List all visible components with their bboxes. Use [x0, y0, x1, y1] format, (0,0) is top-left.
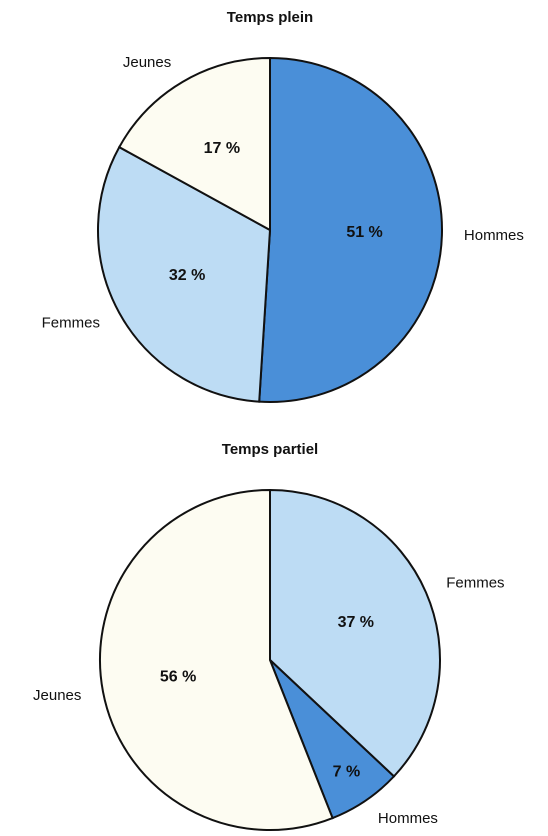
data-label: 56 %	[160, 669, 196, 686]
category-label: Femmes	[42, 314, 100, 331]
data-label: 51 %	[346, 224, 382, 241]
pie-slice	[269, 488, 441, 778]
category-label: Hommes	[378, 810, 438, 827]
data-label: 37 %	[338, 614, 374, 631]
chart-title: Temps partiel	[222, 441, 318, 458]
category-label: Jeunes	[33, 687, 81, 704]
category-label: Jeunes	[123, 54, 171, 71]
category-label: Hommes	[464, 227, 524, 244]
data-label: 32 %	[169, 267, 205, 284]
data-label: 7 %	[333, 764, 361, 781]
pie-slice	[99, 488, 334, 831]
pie-slice	[117, 56, 271, 232]
data-label: 17 %	[204, 140, 240, 157]
chart-title: Temps plein	[227, 9, 313, 26]
pie-slice	[258, 56, 443, 403]
pie-slice	[96, 145, 272, 403]
category-label: Femmes	[446, 575, 504, 592]
